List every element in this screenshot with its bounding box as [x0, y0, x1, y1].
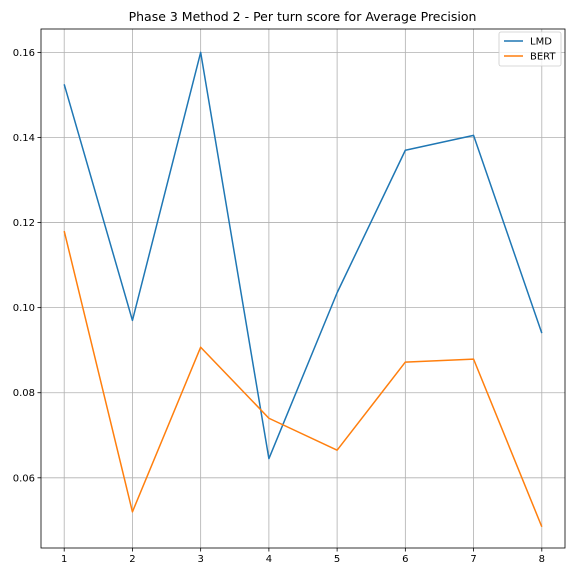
- y-axis-ticks: 0.06 0.08 0.10 0.12 0.14 0.16: [13, 48, 41, 484]
- x-tick-label: 5: [334, 554, 340, 565]
- y-tick-label: 0.16: [13, 48, 35, 59]
- x-tick-label: 2: [129, 554, 135, 565]
- series-lines: [63, 51, 543, 528]
- y-tick-label: 0.08: [13, 388, 35, 399]
- y-tick-label: 0.12: [13, 218, 35, 229]
- x-axis-ticks: 1 2 3 4 5 6 7 8: [61, 548, 545, 565]
- plot-frame: [40, 28, 566, 549]
- y-tick-label: 0.14: [13, 133, 35, 144]
- x-tick-label: 4: [266, 554, 272, 565]
- y-tick-label: 0.10: [13, 303, 35, 314]
- y-tick-label: 0.06: [13, 473, 35, 484]
- x-tick-label: 6: [402, 554, 408, 565]
- legend-label-bert: BERT: [530, 52, 556, 63]
- legend-label-lmd: LMD: [530, 37, 552, 48]
- series-line-bert: [63, 230, 543, 528]
- legend: LMD BERT: [498, 31, 562, 67]
- chart-title: Phase 3 Method 2 - Per turn score for Av…: [129, 9, 477, 24]
- x-tick-label: 1: [61, 554, 67, 565]
- x-tick-label: 3: [197, 554, 203, 565]
- x-tick-label: 8: [539, 554, 545, 565]
- grid: [41, 29, 565, 548]
- series-line-lmd: [63, 51, 543, 460]
- x-tick-label: 7: [470, 554, 476, 565]
